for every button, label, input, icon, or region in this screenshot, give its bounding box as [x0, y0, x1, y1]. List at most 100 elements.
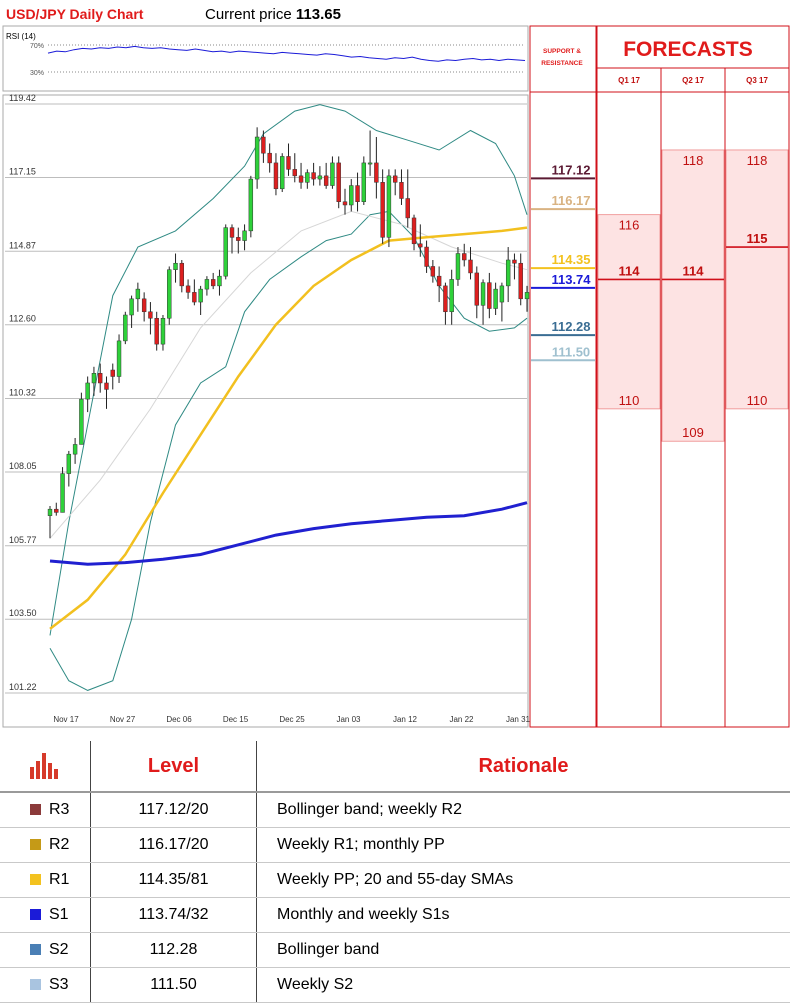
candle-body — [455, 253, 461, 280]
candle-body — [229, 227, 235, 238]
sma55-line — [49, 226, 528, 630]
level-header: Level — [90, 741, 257, 793]
level-name-cell: S1 — [0, 897, 91, 933]
candle-body — [443, 285, 448, 313]
forecast-range — [661, 149, 725, 442]
candle-body — [487, 282, 492, 309]
forecast-low-label: 109 — [682, 425, 704, 440]
candle-body — [436, 275, 442, 287]
candles — [47, 127, 530, 539]
candle-body — [242, 230, 247, 241]
level-color-square — [30, 874, 41, 885]
x-tick-label: Jan 03 — [336, 715, 361, 724]
candle-body — [474, 272, 479, 306]
x-tick-label: Dec 15 — [223, 715, 249, 724]
forecast-mid-label: 115 — [747, 231, 768, 246]
rationale-text: Monthly and weekly S1s — [256, 897, 790, 933]
candle-body — [317, 175, 323, 180]
y-axis: 119.42 117.15 114.87 112.60 110.32 108.05 105.… — [9, 93, 37, 692]
forecast-range — [725, 149, 789, 410]
candle-body — [361, 162, 367, 202]
y-tick-label: 101.22 — [9, 682, 37, 692]
sr-level-label: 117.12 — [551, 162, 590, 177]
table-row: S1 113.74/32 Monthly and weekly S1s — [0, 897, 790, 933]
candle-body — [418, 243, 423, 248]
candle-body — [505, 259, 511, 287]
candle-body — [424, 246, 429, 267]
candle-body — [204, 279, 210, 290]
rationale-table: Level Rationale R3 117.12/20 Bollinger ban… — [0, 741, 790, 1003]
x-axis: Nov 17 Nov 27 Dec 06 Dec 15 Dec 25 Jan 03 Jan … — [53, 715, 530, 724]
y-tick-label: 114.87 — [9, 240, 36, 250]
candle-body — [66, 453, 72, 474]
bars-header-cell — [0, 741, 91, 793]
forecast-mid-label: 114 — [619, 263, 641, 278]
level-value: 113.74/32 — [90, 897, 257, 933]
candle-body — [430, 266, 436, 277]
candle-body — [210, 279, 216, 287]
candle-body — [449, 279, 454, 313]
candle-body — [380, 182, 385, 238]
candle-body — [91, 373, 97, 384]
sr-level-label: 112.28 — [551, 319, 590, 334]
bollinger-upper-line — [49, 104, 528, 636]
rsi-line — [47, 45, 526, 62]
candle-body — [60, 473, 65, 513]
candle-body — [305, 172, 310, 183]
x-tick-label: Jan 22 — [449, 715, 474, 724]
sr-level-label: 113.74 — [551, 272, 591, 287]
level-color-square — [30, 839, 41, 850]
candle-body — [173, 262, 178, 270]
level-name: S1 — [49, 906, 69, 923]
level-name-cell: R2 — [0, 827, 91, 863]
level-color-square — [30, 979, 41, 990]
sr-level-label: 114.35 — [551, 252, 590, 267]
candle-body — [179, 262, 184, 287]
sr-column — [529, 25, 597, 728]
candle-body — [54, 508, 59, 513]
candle-body — [116, 340, 122, 377]
y-tick-label: 105.77 — [9, 535, 37, 545]
x-tick-label: Jan 12 — [393, 715, 418, 724]
x-tick-label: Nov 27 — [110, 715, 136, 724]
forecast-quarter-label: Q2 17 — [682, 76, 704, 85]
sr-title: SUPPORT & RESISTANCE — [541, 48, 583, 67]
rationale-text: Bollinger band; weekly R2 — [256, 792, 790, 828]
y-tick-label: 112.60 — [9, 314, 36, 324]
candle-body — [217, 275, 222, 287]
level-name: S2 — [49, 941, 69, 958]
candle-body — [462, 253, 467, 261]
sma20-line — [49, 210, 528, 539]
candle-body — [198, 288, 203, 303]
y-tick-label: 119.42 — [9, 93, 36, 103]
candle-body — [129, 298, 134, 316]
forecast-mid-label: 114 — [683, 263, 705, 278]
candle-body — [85, 382, 90, 400]
y-tick-label: 108.05 — [9, 461, 37, 471]
level-name-cell: R3 — [0, 792, 91, 828]
rsi-level-30: 30% — [30, 70, 44, 77]
level-name-cell: S3 — [0, 967, 91, 1003]
candle-body — [323, 175, 329, 186]
candle-body — [267, 152, 272, 164]
rationale-text: Weekly PP; 20 and 55-day SMAs — [256, 862, 790, 898]
chart-figure: USD/JPY Daily Chart Current price 113.65… — [2, 6, 790, 728]
level-name: S3 — [49, 976, 69, 993]
candle-body — [349, 185, 354, 206]
candle-body — [298, 175, 304, 183]
candle-body — [167, 269, 172, 319]
candle-body — [393, 175, 398, 183]
candle-body — [493, 288, 498, 309]
forecast-high-label: 116 — [619, 218, 640, 233]
rsi-panel — [2, 25, 529, 92]
candle-body — [512, 259, 517, 264]
forecasts-title: FORECASTS — [623, 38, 753, 61]
sr-level-label: 116.17 — [551, 193, 590, 208]
candle-body — [292, 169, 297, 177]
rationale-text: Weekly R1; monthly PP — [256, 827, 790, 863]
candle-body — [135, 288, 141, 300]
candle-body — [405, 198, 410, 219]
forecast-quarter-label: Q1 17 — [618, 76, 640, 85]
forecast-range — [597, 214, 661, 410]
sr-title-line: RESISTANCE — [541, 60, 583, 67]
